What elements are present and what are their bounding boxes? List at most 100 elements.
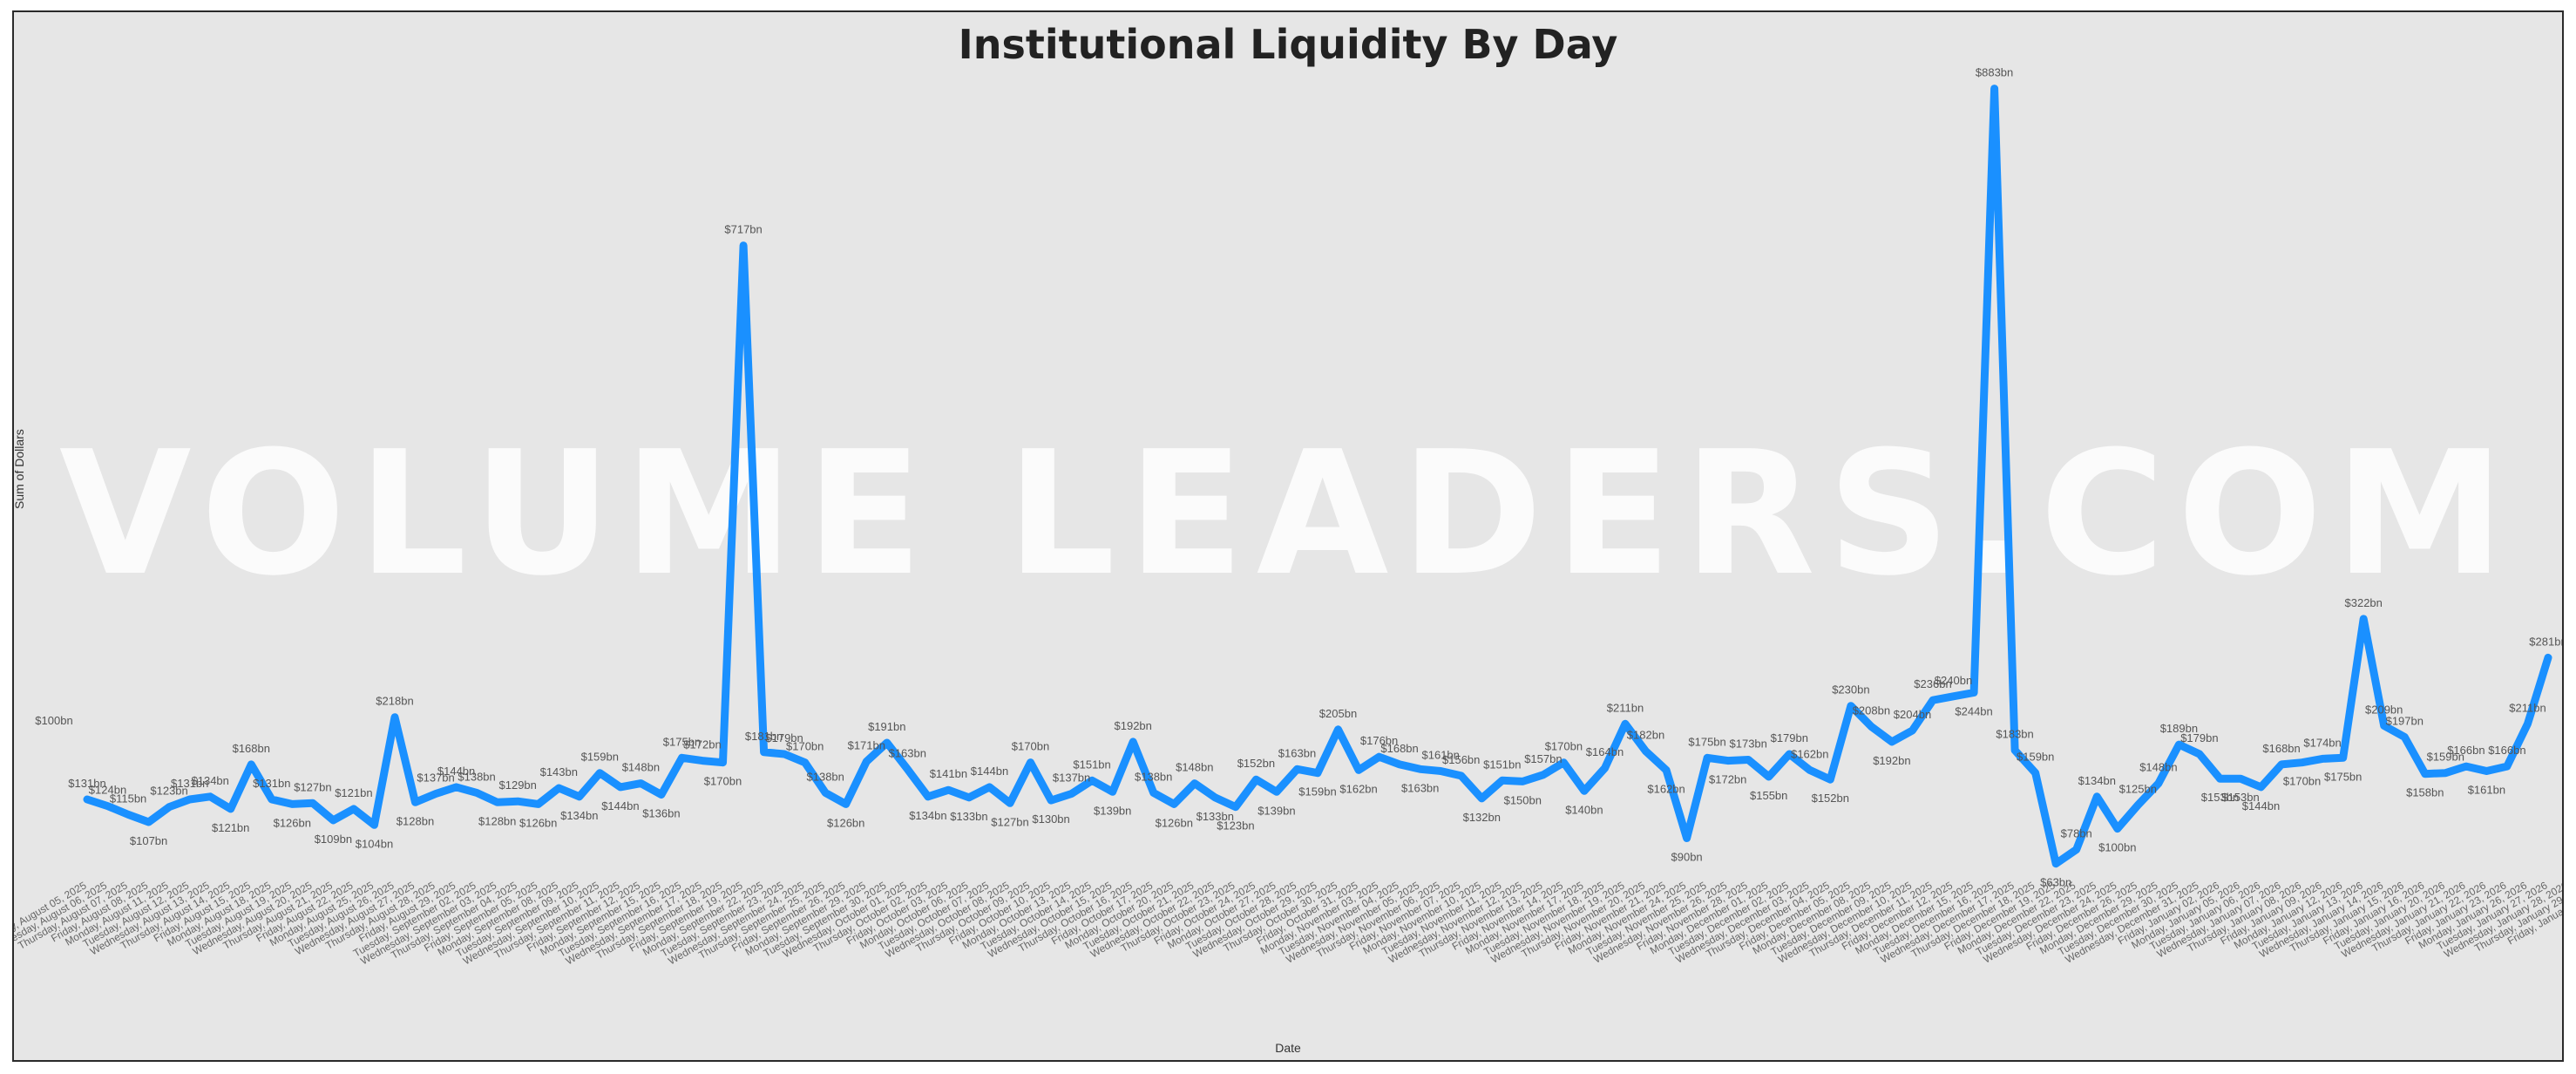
data-label: $189bn [2160,722,2198,735]
data-label: $90bn [1671,851,1703,864]
data-label: $134bn [909,809,946,822]
data-label: $182bn [1627,729,1664,742]
data-label: $230bn [1832,683,1869,697]
data-point [2012,747,2018,753]
data-label: $175bn [1688,735,1725,748]
data-point [2299,759,2305,765]
data-label: $144bn [601,799,639,812]
data-label: $128bn [478,814,516,827]
data-label: $134bn [2078,774,2116,787]
data-label: $143bn [540,765,578,778]
data-point [2073,846,2079,853]
data-label: $168bn [1380,742,1418,755]
data-point [1930,697,1935,704]
data-label: $137bn [1053,772,1090,785]
data-label: $125bn [2119,783,2157,796]
y-axis-title: Sum of Dollars [12,429,26,509]
data-point [2196,751,2202,757]
data-point [1561,759,1567,765]
data-label: $170bn [1545,740,1583,753]
data-point [1847,703,1854,709]
data-point [1376,754,1382,760]
data-label: $140bn [1565,803,1603,816]
data-point [986,784,993,790]
data-label: $148bn [1176,761,1213,774]
data-point [2504,764,2510,770]
data-point [1520,778,1526,785]
data-point [433,791,439,797]
data-point [2155,780,2161,786]
data-point [700,758,705,764]
data-label: $148bn [622,761,660,774]
data-label: $281bn [2529,635,2562,648]
data-label: $179bn [765,731,803,744]
data-point [1335,726,1341,732]
data-point [474,790,480,796]
data-label: $162bn [1791,747,1828,760]
data-point [1232,804,1238,810]
data-label: $175bn [2324,770,2362,783]
data-point [515,799,521,805]
data-point [1827,777,1834,783]
data-label: $168bn [2262,742,2300,755]
data-label: $158bn [2406,786,2444,799]
data-label: $126bn [1156,816,1193,829]
data-point [2053,860,2059,867]
data-label: $134bn [192,774,229,787]
data-point [925,793,931,799]
data-label: $152bn [1812,792,1849,805]
data-point [905,766,911,772]
data-point [392,714,397,720]
data-point [2135,802,2141,808]
data-label: $127bn [294,780,331,793]
data-point [309,800,315,806]
data-label: $192bn [1115,719,1152,732]
line-chart: $131bn$124bn$115bn$107bn$123bn$131bn$134… [14,66,2562,968]
data-label: $121bn [212,821,249,834]
data-label: $159bn [581,751,619,764]
data-label: $151bn [1073,758,1110,771]
data-label: $109bn [315,833,352,846]
data-label: $123bn [150,785,187,798]
data-point [2422,771,2428,777]
data-label: $204bn [1894,708,1931,721]
data-point [2258,784,2264,790]
data-label: $126bn [519,816,557,829]
data-label: $126bn [274,816,311,829]
data-point [2176,742,2182,748]
data-label: $175bn [663,735,701,748]
data-label: $172bn [683,738,721,751]
data-label: $130bn [1032,812,1069,826]
data-label: $136bn [642,807,680,820]
data-label: $138bn [458,770,495,783]
data-point [843,801,849,807]
data-label: $163bn [1401,781,1439,794]
data-label: $152bn [1237,757,1275,770]
data-label: $133bn [950,810,987,823]
data-point [2340,755,2346,761]
data-point [1315,770,1320,776]
data-label: $123bn [1217,819,1254,833]
data-label: $164bn [1586,745,1624,758]
data-point [412,799,418,806]
data-label: $126bn [827,816,864,829]
data-point [1150,790,1156,796]
data-point [207,793,214,799]
data-label: $172bn [1709,773,1746,786]
data-point [946,787,952,793]
data-label: $128bn [397,814,434,827]
data-point [2443,770,2449,776]
data-point [1294,766,1300,772]
data-label: $157bn [1524,752,1562,765]
data-label: $197bn [2386,714,2423,727]
data-point [2217,776,2223,782]
chart-panel: Institutional Liquidity By Day VOLUME LE… [12,10,2564,1062]
data-point [1909,727,1915,733]
data-point [1068,791,1074,797]
data-label: $153bn [2201,791,2239,804]
data-point [823,790,829,796]
data-point [1499,778,1505,784]
data-point [2320,756,2326,762]
data-point [1623,721,1628,727]
brand-watermark: VOLUME LEADERS.COM [58,415,2518,614]
